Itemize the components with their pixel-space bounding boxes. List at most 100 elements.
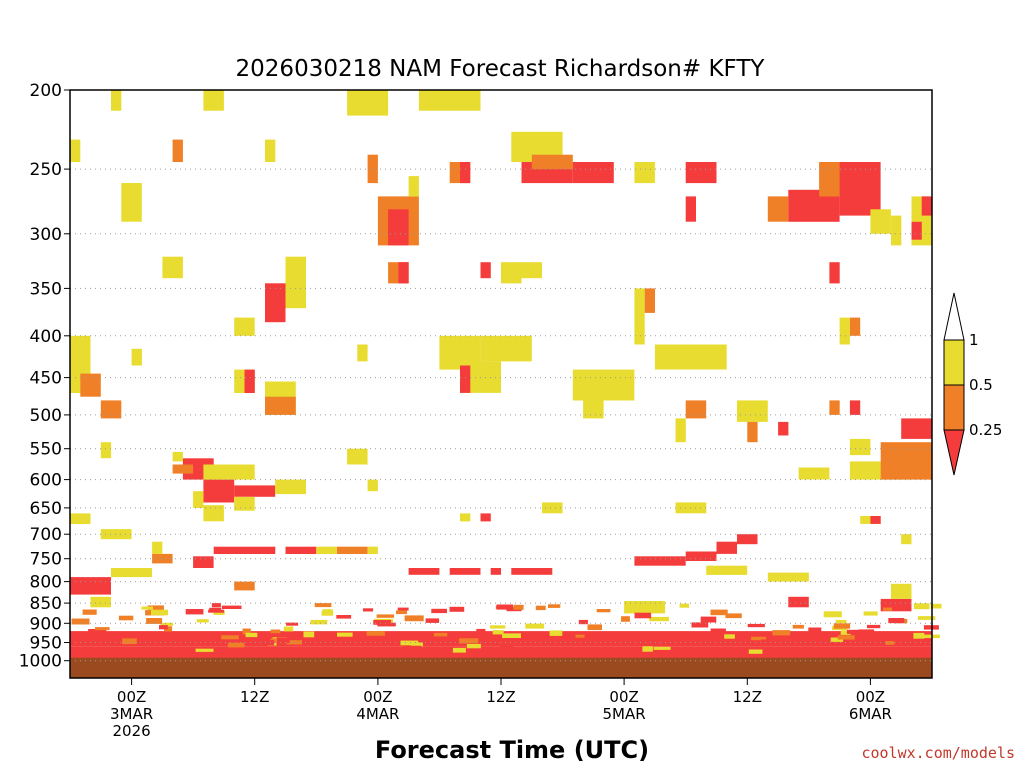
ri-region-57 (100, 400, 122, 419)
ri-region-68 (480, 335, 532, 362)
noise-speck (268, 633, 288, 638)
noise-speck (917, 616, 936, 620)
noise-speck (185, 637, 206, 642)
noise-speck (397, 607, 409, 611)
noise-speck (833, 623, 851, 629)
x-tick-year: 2026 (113, 722, 151, 740)
ri-region-17 (490, 568, 501, 575)
y-tick-label: 1000 (19, 652, 62, 672)
y-tick-label: 300 (30, 225, 62, 245)
noise-speck (122, 638, 137, 645)
ri-region-31 (203, 479, 235, 503)
noise-speck (315, 640, 325, 645)
noise-speck (403, 645, 422, 650)
ri-region-50 (901, 418, 932, 439)
ri-region-35 (193, 491, 204, 508)
noise-speck (634, 612, 652, 619)
ri-region-40 (172, 451, 183, 462)
noise-speck (208, 609, 225, 613)
noise-speck (492, 630, 504, 635)
x-tick-label: 00Z (117, 688, 146, 706)
x-tick-label: 00Z (609, 688, 638, 706)
noise-speck (404, 615, 424, 622)
colorbar-label: 0.25 (969, 421, 1002, 439)
plot-area (69, 89, 942, 679)
ri-region-28 (70, 513, 91, 524)
noise-speck (242, 628, 251, 635)
noise-speck (433, 632, 448, 637)
ri-region-26 (891, 583, 912, 599)
y-axis: 200 250 300 350 400 450 500 550 600 650 700 750 8008… (19, 81, 70, 672)
noise-speck (535, 605, 546, 611)
ri-region-120 (911, 221, 922, 240)
noise-speck (489, 625, 506, 629)
y-tick-label: 600 (30, 471, 62, 491)
ri-region-6 (152, 541, 163, 554)
x-axis-label: Forecast Time (UTC) (375, 736, 649, 764)
ri-region-45 (542, 502, 563, 514)
noise-speck (337, 632, 353, 637)
ri-region-15 (449, 568, 481, 575)
noise-speck (596, 609, 611, 613)
noise-speck (549, 630, 563, 636)
x-tick-label: 00Z (856, 688, 885, 706)
noise-speck (634, 603, 645, 608)
noise-speck (587, 624, 602, 631)
noise-speck (151, 609, 168, 616)
noise-speck (801, 638, 821, 642)
ri-region-10 (316, 546, 337, 554)
noise-speck (761, 639, 778, 643)
noise-speck (146, 618, 163, 624)
ri-region-76 (685, 400, 707, 419)
noise-speck (137, 632, 157, 637)
noise-speck (452, 647, 466, 653)
noise-speck (185, 609, 204, 615)
ri-region-81 (829, 400, 840, 415)
ri-region-36 (234, 496, 255, 511)
noise-speck (846, 629, 865, 634)
ri-region-97 (388, 209, 409, 246)
ri-region-73 (634, 288, 645, 345)
ri-region-53 (870, 516, 881, 524)
ri-region-11 (367, 546, 378, 554)
ri-region-100 (398, 262, 409, 284)
ri-region-90 (172, 139, 183, 162)
noise-speck (792, 624, 804, 629)
ri-region-41 (347, 448, 368, 465)
ri-region-0 (70, 646, 932, 661)
ri-region-18 (634, 556, 686, 566)
noise-speck (303, 631, 315, 638)
ri-region-21 (737, 534, 758, 545)
y-tick-label: 500 (30, 406, 62, 426)
noise-speck (272, 635, 288, 640)
ri-region-78 (737, 400, 768, 422)
ri-region-5 (152, 553, 173, 564)
ri-region-65 (285, 256, 306, 309)
noise-speck (221, 635, 239, 640)
ri-region-12 (234, 581, 255, 591)
noise-speck (159, 625, 168, 630)
chart-title: 2026030218 NAM Forecast Richardson# KFTY (236, 56, 766, 82)
ri-region-22 (706, 565, 748, 575)
ri-region-113 (767, 196, 789, 222)
ri-region-33 (275, 479, 306, 495)
ri-region-43 (460, 513, 471, 522)
noise-speck (366, 631, 385, 636)
ri-region-60 (234, 317, 255, 336)
y-tick-label: 700 (30, 525, 62, 545)
noise-speck (211, 603, 221, 608)
noise-speck (141, 606, 153, 610)
noise-speck (642, 646, 653, 652)
ri-region-95 (367, 154, 378, 184)
noise-speck (930, 603, 942, 609)
y-tick-label: 200 (30, 81, 62, 101)
colorbar-legend: 1 0.5 0.25 (943, 292, 1002, 476)
ri-region-58 (131, 348, 142, 366)
ri-region-102 (460, 162, 471, 184)
ri-region-116 (839, 162, 881, 216)
colorbar-bin-orange (943, 384, 965, 431)
noise-speck (653, 646, 671, 650)
noise-speck (840, 630, 851, 635)
noise-speck (883, 607, 892, 611)
ri-region-86 (70, 139, 81, 162)
